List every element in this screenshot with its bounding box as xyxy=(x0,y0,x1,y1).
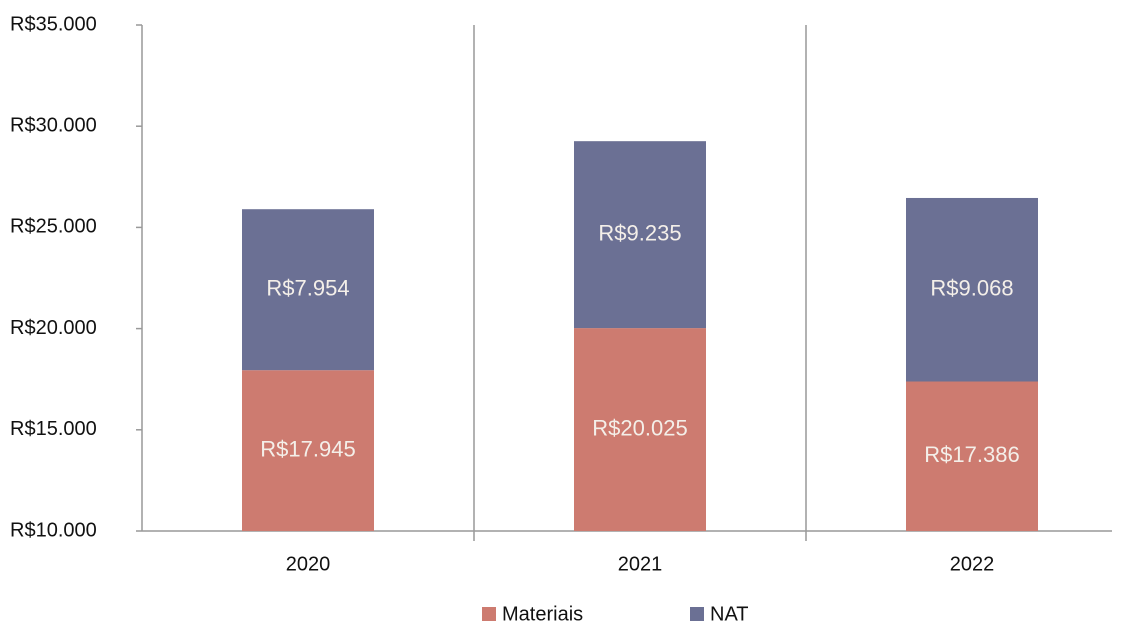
bar-segment xyxy=(242,370,374,531)
bar-segment xyxy=(574,141,706,329)
value-label: R$17.945 xyxy=(260,436,355,461)
value-label: R$9.068 xyxy=(930,276,1013,301)
y-tick-label: R$35.000 xyxy=(10,13,97,35)
y-tick-label: R$25.000 xyxy=(10,216,97,238)
value-label: R$20.025 xyxy=(592,415,687,440)
bar-segment xyxy=(242,209,374,371)
value-label: R$17.386 xyxy=(924,442,1019,467)
x-tick-label: 2020 xyxy=(286,553,331,575)
legend-label: Materiais xyxy=(502,603,583,625)
y-tick-label: R$15.000 xyxy=(10,418,97,440)
value-label: R$7.954 xyxy=(266,276,349,301)
x-tick-label: 2022 xyxy=(950,553,995,575)
bar-segment xyxy=(906,197,1038,382)
y-tick-label: R$10.000 xyxy=(10,519,97,541)
legend-swatch xyxy=(482,607,496,621)
bar-segment xyxy=(574,328,706,531)
bar-segment xyxy=(906,381,1038,531)
y-tick-label: R$30.000 xyxy=(10,114,97,136)
legend-swatch xyxy=(690,607,704,621)
x-tick-label: 2021 xyxy=(618,553,663,575)
legend-label: NAT xyxy=(710,603,749,625)
y-tick-label: R$20.000 xyxy=(10,317,97,339)
value-label: R$9.235 xyxy=(598,220,681,245)
